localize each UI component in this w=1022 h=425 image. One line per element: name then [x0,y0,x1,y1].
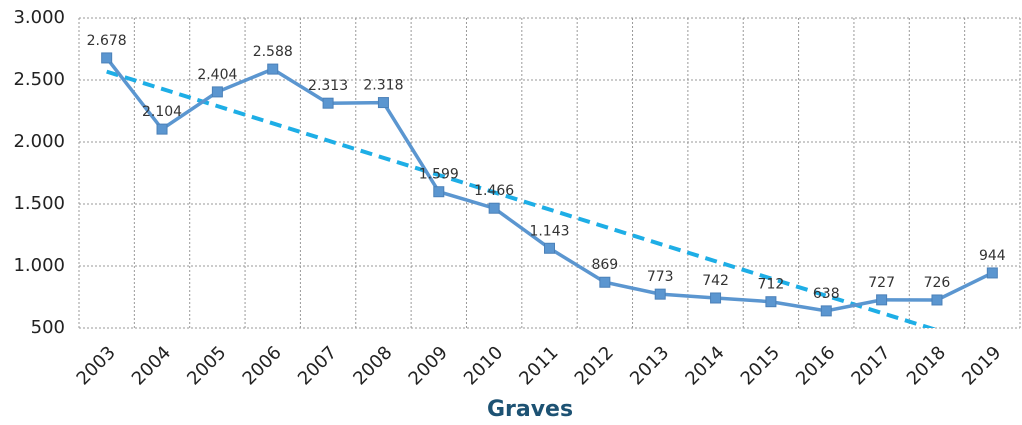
x-tick-label: 2009 [405,342,452,389]
x-tick-label: 2003 [73,342,120,389]
marker [820,305,832,317]
marker [377,97,389,109]
marker [156,123,168,135]
x-tick-label: 2005 [183,342,230,389]
data-label: 2.404 [197,67,237,83]
marker [267,63,279,75]
marker [433,186,445,198]
marker [931,294,943,306]
marker [876,294,888,306]
marker [654,288,666,300]
y-tick-label: 2.500 [13,69,65,90]
marker [101,52,113,64]
x-tick-label: 2014 [681,342,728,389]
data-label: 2.104 [142,104,182,120]
data-label: 742 [702,273,729,289]
x-tick-label: 2015 [737,342,784,389]
data-label: 1.143 [529,223,569,239]
x-tick-label: 2007 [294,342,341,389]
data-label: 944 [979,248,1006,264]
x-axis-title: Graves [487,397,573,422]
x-tick-label: 2013 [626,342,673,389]
x-tick-label: 2008 [349,342,396,389]
x-tick-label: 2017 [847,342,894,389]
data-label: 726 [924,275,951,291]
x-tick-label: 2018 [903,342,950,389]
data-label: 773 [647,269,674,285]
data-label: 1.466 [474,183,514,199]
data-label: 2.318 [363,78,403,94]
data-label: 2.678 [87,33,127,49]
marker [765,296,777,308]
data-label: 727 [868,275,895,291]
marker [710,292,722,304]
data-label: 2.313 [308,78,348,94]
x-tick-label: 2011 [515,342,562,389]
y-tick-label: 1.000 [13,255,65,276]
marker [488,202,500,214]
data-label: 2.588 [253,44,293,60]
data-label: 638 [813,286,840,302]
trendline-group [106,69,937,328]
x-tick-label: 2016 [792,342,839,389]
x-tick-label: 2004 [128,342,175,389]
trendline [106,69,937,328]
x-tick-label: 2012 [571,342,618,389]
x-tick-label: 2010 [460,342,507,389]
y-tick-label: 3.000 [13,7,65,28]
data-label: 869 [591,257,618,273]
marker [544,242,555,254]
marker [986,267,998,279]
marker [211,86,223,98]
y-tick-label: 500 [31,317,65,338]
data-label: 1.599 [419,167,459,183]
series-line [105,56,994,313]
x-tick-label: 2019 [958,342,1005,389]
marker [599,276,611,288]
marker [322,97,334,109]
data-label: 712 [758,277,785,293]
x-tick-label: 2006 [239,342,286,389]
y-tick-label: 2.000 [13,131,65,152]
y-tick-label: 1.500 [13,193,65,214]
